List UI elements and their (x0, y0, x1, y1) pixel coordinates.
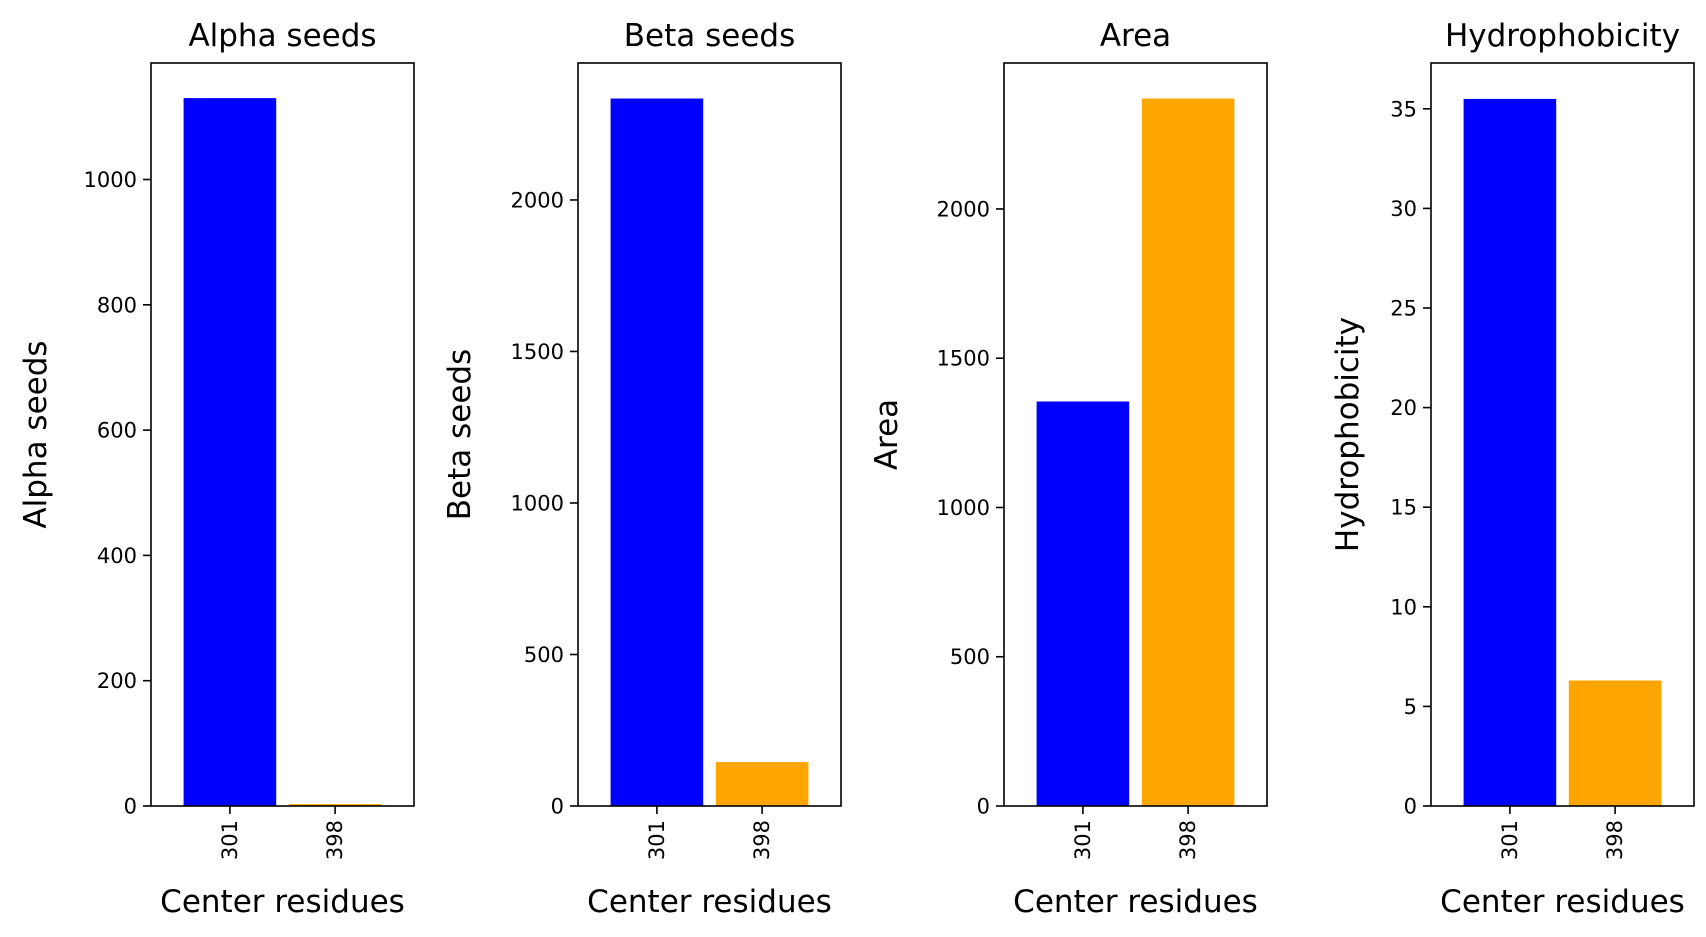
y-tick-label: 0 (124, 795, 137, 819)
bar-301 (183, 98, 277, 807)
y-axis-title: Beta seeds (442, 349, 478, 520)
y-tick-label: 0 (977, 795, 990, 819)
panel-4: 301 398 0 5 10 15 20 25 30 35 Hydrophobicity Center… (1330, 18, 1695, 920)
axes-frame (1430, 62, 1695, 807)
y-axis-title: Alpha seeds (18, 340, 54, 528)
panel-1: 301 398 0 200 400 600 800 1000 Alpha seeds Center… (18, 18, 415, 920)
y-tick-label: 1000 (511, 491, 564, 515)
x-tick-label: 398 (323, 820, 347, 860)
y-tick-label: 30 (1390, 197, 1417, 221)
panel-3: 301 398 0 500 1000 1500 2000 Area Center residue… (869, 18, 1268, 920)
bar-398 (288, 804, 382, 806)
y-tick-label: 0 (551, 795, 564, 819)
panel-title: Beta seeds (624, 18, 795, 54)
panel-title: Alpha seeds (188, 18, 376, 54)
x-tick-label: 398 (750, 820, 774, 860)
x-tick-label: 301 (218, 820, 242, 860)
axes-frame (150, 62, 415, 807)
x-tick-label: 398 (1176, 820, 1200, 860)
x-axis-title: Center residues (587, 884, 832, 920)
y-axis-title: Area (869, 399, 905, 470)
y-tick-label: 1000 (937, 496, 990, 520)
panel-2: 301 398 0 500 1000 1500 2000 Beta seeds Center r… (442, 18, 842, 920)
bar-398 (715, 762, 809, 806)
y-tick-label: 20 (1390, 396, 1417, 420)
y-tick-label: 500 (524, 643, 564, 667)
y-tick-label: 2000 (937, 197, 990, 221)
bar-301 (1463, 98, 1557, 806)
axes-frame (577, 62, 842, 807)
y-axis-title: Hydrophobicity (1330, 317, 1366, 552)
bar-398 (1568, 680, 1662, 806)
y-tick-label: 500 (950, 645, 990, 669)
y-tick-label: 1000 (84, 168, 137, 192)
x-tick-label: 398 (1603, 820, 1627, 860)
y-tick-label: 0 (1404, 795, 1417, 819)
y-tick-label: 25 (1390, 297, 1417, 321)
axes-frame (1003, 62, 1268, 807)
bar-301 (1036, 401, 1130, 806)
y-tick-label: 10 (1390, 595, 1417, 619)
bar-301 (610, 98, 704, 806)
x-axis-title: Center residues (1013, 884, 1258, 920)
panel-title: Area (1100, 18, 1171, 54)
x-tick-label: 301 (645, 820, 669, 860)
y-tick-label: 5 (1404, 695, 1417, 719)
x-tick-label: 301 (1498, 820, 1522, 860)
x-axis-title: Center residues (1440, 884, 1685, 920)
y-tick-label: 1500 (937, 347, 990, 371)
y-tick-label: 2000 (511, 188, 564, 212)
y-tick-label: 35 (1390, 97, 1417, 121)
y-tick-label: 800 (97, 293, 137, 317)
y-tick-label: 15 (1390, 496, 1417, 520)
x-tick-label: 301 (1071, 820, 1095, 860)
bar-398 (1141, 98, 1235, 806)
y-tick-label: 200 (97, 669, 137, 693)
x-axis-title: Center residues (160, 884, 405, 920)
y-tick-label: 600 (97, 419, 137, 443)
y-tick-label: 1500 (511, 340, 564, 364)
panel-title: Hydrophobicity (1445, 18, 1680, 54)
y-tick-label: 400 (97, 544, 137, 568)
